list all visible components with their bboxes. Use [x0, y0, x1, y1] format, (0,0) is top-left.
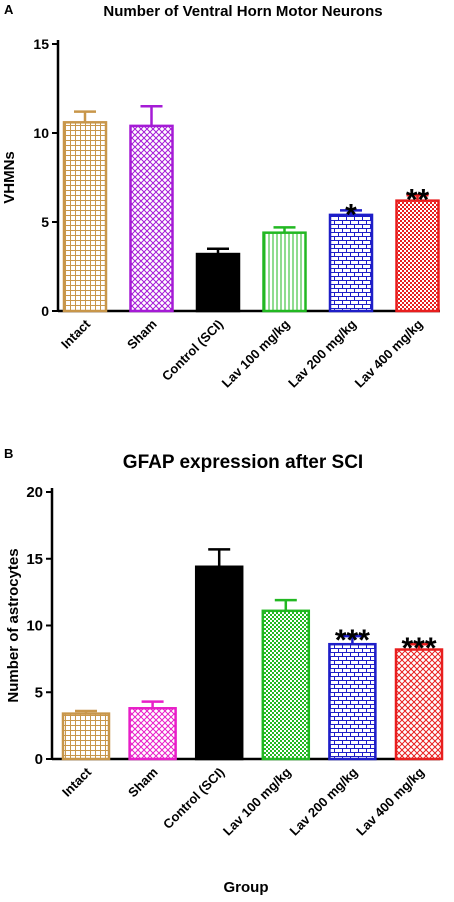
y-tick-label: 5 — [35, 684, 43, 701]
bar — [328, 213, 374, 313]
x-tick-label: Lav 100 mg/kg — [219, 316, 293, 390]
panel-letter: B — [4, 446, 13, 461]
bar — [395, 199, 440, 313]
bar — [261, 609, 311, 761]
chart-title: GFAP expression after SCI — [123, 452, 363, 473]
y-tick-label: 20 — [26, 484, 43, 501]
significance-label: *** — [335, 624, 370, 657]
y-tick-label: 0 — [41, 303, 49, 319]
bar — [61, 712, 111, 761]
y-tick-label: 0 — [35, 751, 43, 768]
bar — [328, 642, 377, 761]
x-tick-label: Control (SCI) — [159, 317, 226, 384]
bar — [194, 565, 244, 761]
x-tick-label: Lav 400 mg/kg — [352, 316, 426, 390]
x-axis-label: Group — [224, 879, 269, 896]
significance-label: ** — [406, 183, 430, 216]
bar — [262, 231, 307, 313]
bar — [195, 252, 241, 313]
chart-title: Number of Ventral Horn Motor Neurons — [103, 3, 382, 20]
significance-label: *** — [401, 632, 436, 665]
bar — [62, 121, 108, 313]
y-tick-label: 15 — [26, 551, 43, 568]
x-tick-label: Sham — [124, 317, 160, 353]
bar — [394, 648, 444, 761]
bar — [129, 124, 174, 313]
panel-a: A Number of Ventral Horn Motor Neurons VHM… — [1, 2, 440, 390]
x-tick-label: Lav 400 mg/kg — [353, 764, 427, 838]
y-axis-label: VHMNs — [1, 151, 18, 204]
bar — [128, 707, 177, 761]
significance-label: * — [345, 198, 357, 231]
y-tick-label: 10 — [33, 125, 49, 141]
y-tick-label: 15 — [33, 36, 49, 52]
x-tick-label: Control (SCI) — [160, 765, 227, 832]
x-tick-label: Lav 100 mg/kg — [220, 764, 294, 838]
x-tick-label: Lav 200 mg/kg — [285, 316, 359, 390]
x-tick-label: Intact — [58, 316, 94, 352]
panel-b: B GFAP expression after SCI Number of astr… — [4, 446, 444, 896]
x-tick-label: Intact — [59, 764, 95, 800]
y-axis-label: Number of astrocytes — [5, 548, 22, 702]
y-tick-label: 5 — [41, 214, 49, 230]
y-tick-label: 10 — [26, 618, 43, 635]
x-tick-label: Lav 200 mg/kg — [287, 764, 361, 838]
panel-letter: A — [4, 2, 14, 17]
x-tick-label: Sham — [125, 765, 161, 801]
